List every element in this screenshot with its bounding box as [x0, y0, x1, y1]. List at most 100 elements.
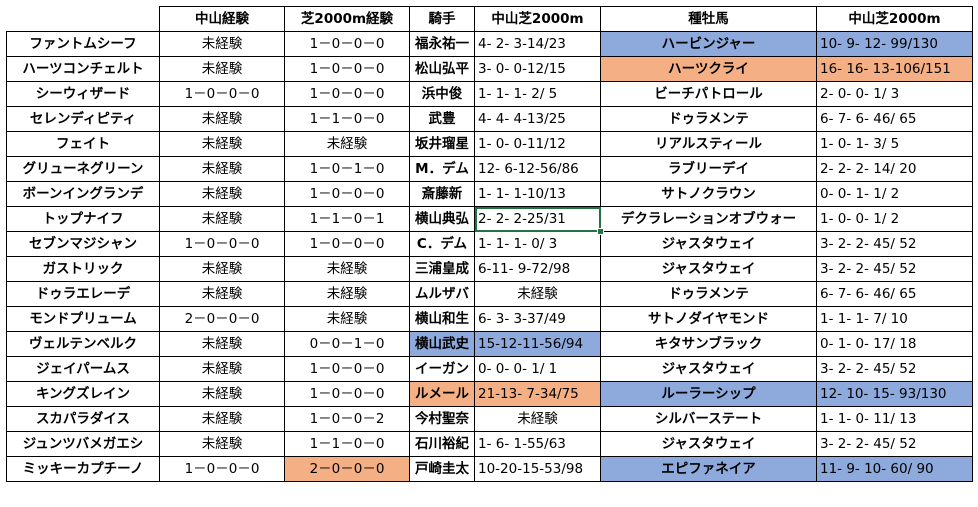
turf2000-experience-cell[interactable]: 1－0－1－0: [284, 156, 410, 182]
horse-name-cell[interactable]: ドゥラエレーデ: [6, 281, 160, 307]
turf2000-experience-cell[interactable]: 1－0－0－0: [284, 181, 410, 207]
turf2000-experience-cell[interactable]: 1－0－0－0: [284, 381, 410, 407]
jockey-record-cell[interactable]: 2- 2- 2-25/31: [474, 206, 601, 232]
sire-record-cell[interactable]: 6- 7- 6- 46/ 65: [816, 281, 973, 307]
sire-record-cell[interactable]: 1- 0- 1- 3/ 5: [816, 131, 973, 157]
sire-cell[interactable]: ルーラーシップ: [600, 381, 817, 407]
horse-name-cell[interactable]: ハーツコンチェルト: [6, 56, 160, 82]
nakayama-experience-cell[interactable]: 未経験: [159, 331, 285, 357]
sire-cell[interactable]: サトノダイヤモンド: [600, 306, 817, 332]
sire-cell[interactable]: デクラレーションオブウォー: [600, 206, 817, 232]
sire-record-cell[interactable]: 1- 0- 0- 1/ 2: [816, 206, 973, 232]
sire-cell[interactable]: ドゥラメンテ: [600, 281, 817, 307]
jockey-record-cell[interactable]: 21-13- 7-34/75: [474, 381, 601, 407]
jockey-cell[interactable]: C．デム: [409, 231, 475, 257]
sire-cell[interactable]: ビーチパトロール: [600, 81, 817, 107]
jockey-record-cell[interactable]: 3- 0- 0-12/15: [474, 56, 601, 82]
sire-record-cell[interactable]: 6- 7- 6- 46/ 65: [816, 106, 973, 132]
sire-cell[interactable]: ジャスタウェイ: [600, 356, 817, 382]
nakayama-experience-cell[interactable]: 未経験: [159, 381, 285, 407]
sire-record-cell[interactable]: 3- 2- 2- 45/ 52: [816, 231, 973, 257]
jockey-record-cell[interactable]: 1- 1- 1- 0/ 3: [474, 231, 601, 257]
header-nakayama-experience[interactable]: 中山経験: [159, 6, 285, 32]
jockey-record-cell[interactable]: 1- 6- 1-55/63: [474, 431, 601, 457]
nakayama-experience-cell[interactable]: 未経験: [159, 156, 285, 182]
jockey-record-cell[interactable]: 4- 2- 3-14/23: [474, 31, 601, 57]
turf2000-experience-cell[interactable]: 1－1－0－1: [284, 206, 410, 232]
jockey-cell[interactable]: 坂井瑠星: [409, 131, 475, 157]
horse-name-cell[interactable]: ミッキーカプチーノ: [6, 456, 160, 482]
header-jockey-record[interactable]: 中山芝2000m: [474, 6, 601, 32]
sire-record-cell[interactable]: 11- 9- 10- 60/ 90: [816, 456, 973, 482]
nakayama-experience-cell[interactable]: 未経験: [159, 431, 285, 457]
jockey-cell[interactable]: イーガン: [409, 356, 475, 382]
sire-cell[interactable]: シルバーステート: [600, 406, 817, 432]
sire-cell[interactable]: ラブリーデイ: [600, 156, 817, 182]
nakayama-experience-cell[interactable]: 1－0－0－0: [159, 231, 285, 257]
turf2000-experience-cell[interactable]: 1－1－0－0: [284, 431, 410, 457]
turf2000-experience-cell[interactable]: 1－0－0－2: [284, 406, 410, 432]
jockey-cell[interactable]: 戸崎圭太: [409, 456, 475, 482]
jockey-record-cell[interactable]: 未経験: [474, 406, 601, 432]
sire-record-cell[interactable]: 16- 16- 13-106/151: [816, 56, 973, 82]
horse-name-cell[interactable]: モンドプリューム: [6, 306, 160, 332]
nakayama-experience-cell[interactable]: 未経験: [159, 181, 285, 207]
jockey-record-cell[interactable]: 12- 6-12-56/86: [474, 156, 601, 182]
horse-name-cell[interactable]: グリューネグリーン: [6, 156, 160, 182]
turf2000-experience-cell[interactable]: 未経験: [284, 131, 410, 157]
sire-cell[interactable]: リアルスティール: [600, 131, 817, 157]
turf2000-experience-cell[interactable]: 1－0－0－0: [284, 231, 410, 257]
jockey-record-cell[interactable]: 4- 4- 4-13/25: [474, 106, 601, 132]
header-sire-record[interactable]: 中山芝2000m: [816, 6, 973, 32]
turf2000-experience-cell[interactable]: 0－0－1－0: [284, 331, 410, 357]
sire-cell[interactable]: エピファネイア: [600, 456, 817, 482]
sire-record-cell[interactable]: 0- 0- 1- 1/ 2: [816, 181, 973, 207]
horse-name-cell[interactable]: トップナイフ: [6, 206, 160, 232]
horse-name-cell[interactable]: セブンマジシャン: [6, 231, 160, 257]
sire-record-cell[interactable]: 2- 2- 2- 14/ 20: [816, 156, 973, 182]
nakayama-experience-cell[interactable]: 未経験: [159, 356, 285, 382]
turf2000-experience-cell[interactable]: 1－0－0－0: [284, 31, 410, 57]
nakayama-experience-cell[interactable]: 未経験: [159, 281, 285, 307]
horse-name-cell[interactable]: ジュンツバメガエシ: [6, 431, 160, 457]
sire-record-cell[interactable]: 3- 2- 2- 45/ 52: [816, 431, 973, 457]
sire-record-cell[interactable]: 0- 1- 0- 17/ 18: [816, 331, 973, 357]
nakayama-experience-cell[interactable]: 未経験: [159, 131, 285, 157]
horse-name-cell[interactable]: ジェイパームス: [6, 356, 160, 382]
nakayama-experience-cell[interactable]: 未経験: [159, 106, 285, 132]
turf2000-experience-cell[interactable]: 未経験: [284, 256, 410, 282]
turf2000-experience-cell[interactable]: 1－0－0－0: [284, 56, 410, 82]
nakayama-experience-cell[interactable]: 未経験: [159, 31, 285, 57]
horse-name-cell[interactable]: フェイト: [6, 131, 160, 157]
sire-record-cell[interactable]: 1- 1- 1- 7/ 10: [816, 306, 973, 332]
sire-cell[interactable]: ハーツクライ: [600, 56, 817, 82]
horse-name-cell[interactable]: ガストリック: [6, 256, 160, 282]
jockey-cell[interactable]: 今村聖奈: [409, 406, 475, 432]
jockey-cell[interactable]: 武豊: [409, 106, 475, 132]
turf2000-experience-cell[interactable]: 2－0－0－0: [284, 456, 410, 482]
nakayama-experience-cell[interactable]: 1－0－0－0: [159, 81, 285, 107]
horse-name-cell[interactable]: ボーンイングランデ: [6, 181, 160, 207]
turf2000-experience-cell[interactable]: 1－0－0－0: [284, 81, 410, 107]
jockey-record-cell[interactable]: 10-20-15-53/98: [474, 456, 601, 482]
header-sire[interactable]: 種牡馬: [600, 6, 817, 32]
sire-cell[interactable]: サトノクラウン: [600, 181, 817, 207]
jockey-cell[interactable]: 石川裕紀: [409, 431, 475, 457]
jockey-cell[interactable]: 松山弘平: [409, 56, 475, 82]
sire-record-cell[interactable]: 10- 9- 12- 99/130: [816, 31, 973, 57]
jockey-cell[interactable]: 斎藤新: [409, 181, 475, 207]
sire-record-cell[interactable]: 12- 10- 15- 93/130: [816, 381, 973, 407]
jockey-record-cell[interactable]: 15-12-11-56/94: [474, 331, 601, 357]
jockey-cell[interactable]: 福永祐一: [409, 31, 475, 57]
sire-cell[interactable]: ジャスタウェイ: [600, 231, 817, 257]
sire-record-cell[interactable]: 3- 2- 2- 45/ 52: [816, 356, 973, 382]
jockey-record-cell[interactable]: 6-11- 9-72/98: [474, 256, 601, 282]
jockey-record-cell[interactable]: 1- 0- 0-11/12: [474, 131, 601, 157]
sire-record-cell[interactable]: 3- 2- 2- 45/ 52: [816, 256, 973, 282]
jockey-cell[interactable]: 横山和生: [409, 306, 475, 332]
jockey-cell[interactable]: 横山武史: [409, 331, 475, 357]
horse-name-cell[interactable]: キングズレイン: [6, 381, 160, 407]
horse-name-cell[interactable]: ファントムシーフ: [6, 31, 160, 57]
sire-cell[interactable]: ジャスタウェイ: [600, 431, 817, 457]
sire-record-cell[interactable]: 1- 1- 0- 11/ 13: [816, 406, 973, 432]
